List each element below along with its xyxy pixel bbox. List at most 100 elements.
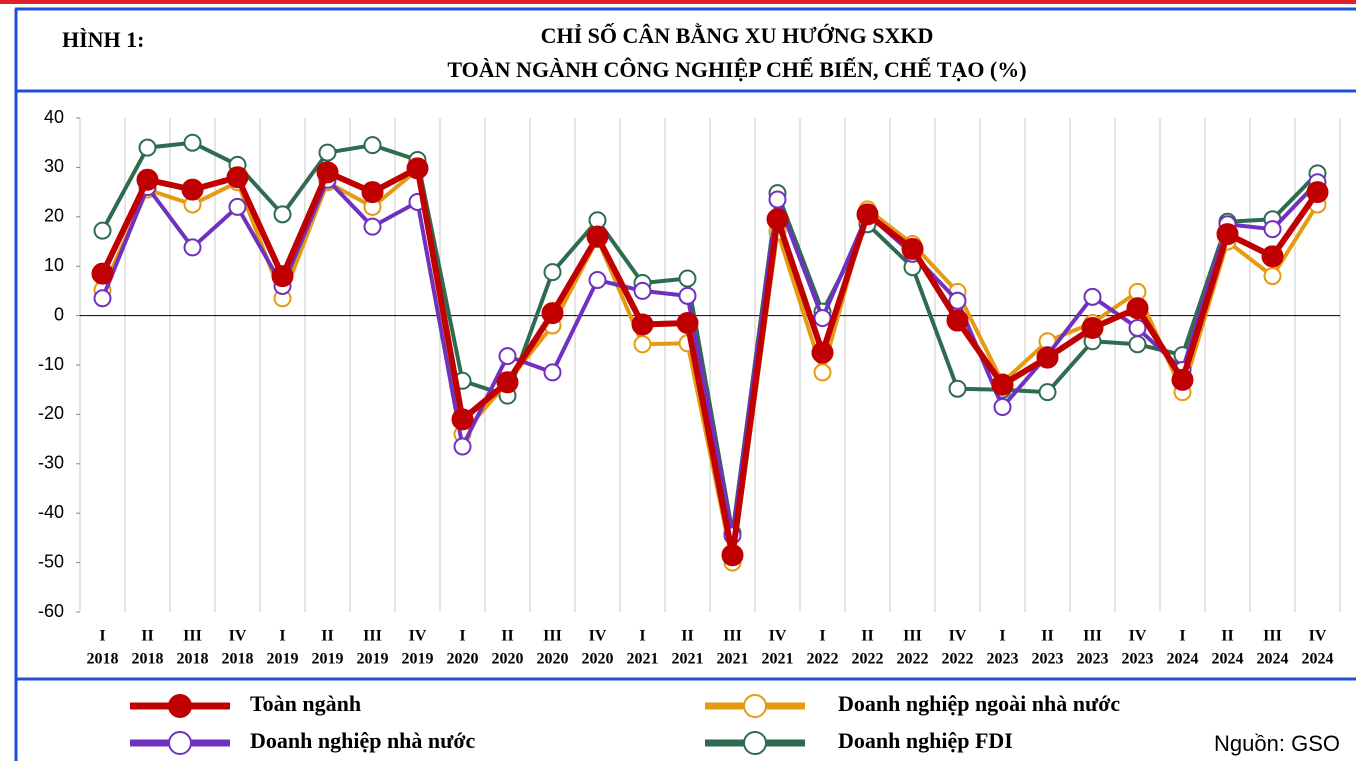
point (363, 136, 382, 155)
x-tick-label: III (903, 628, 922, 645)
point (721, 544, 744, 567)
point (136, 168, 159, 191)
point (181, 178, 204, 201)
series-line (100, 177, 1319, 538)
y-tick-label: 10 (44, 255, 64, 275)
point (183, 238, 202, 257)
x-tick-label: 2023 (1032, 651, 1064, 668)
point (183, 133, 202, 152)
point (1306, 181, 1329, 204)
x-tick-label: II (1041, 628, 1053, 645)
x-tick-label: 2021 (717, 651, 749, 668)
point (768, 190, 787, 209)
x-tick-label: 2020 (492, 651, 524, 668)
x-tick-label: 2022 (807, 651, 839, 668)
x-tick-label: I (459, 628, 465, 645)
point (946, 309, 969, 332)
legend-marker (168, 731, 192, 755)
point (813, 309, 832, 328)
point (496, 371, 519, 394)
point (1038, 383, 1057, 402)
x-tick-label: IV (409, 628, 427, 645)
x-tick-label: 2023 (987, 651, 1019, 668)
y-tick-label: 30 (44, 156, 64, 176)
point (273, 205, 292, 224)
chart-subtitle: TOÀN NGÀNH CÔNG NGHIỆP CHẾ BIẾN, CHẾ TẠO… (447, 57, 1026, 82)
point (811, 341, 834, 364)
point (948, 379, 967, 398)
point (543, 363, 562, 382)
point (588, 271, 607, 290)
figure-label: HÌNH 1: (62, 27, 145, 52)
point (1128, 318, 1147, 337)
y-tick-label: -30 (38, 453, 64, 473)
point (453, 437, 472, 456)
point (1083, 287, 1102, 306)
point (1126, 297, 1149, 320)
point (856, 203, 879, 226)
point (1261, 245, 1284, 268)
point (993, 397, 1012, 416)
x-tick-label: I (639, 628, 645, 645)
y-tick-label: -40 (38, 502, 64, 522)
point (901, 237, 924, 260)
point (1263, 267, 1282, 286)
point (543, 263, 562, 282)
x-tick-label: II (321, 628, 333, 645)
legend-label: Doanh nghiệp nhà nước (250, 728, 476, 753)
x-tick-label: 2019 (312, 651, 344, 668)
point (1036, 346, 1059, 369)
point (406, 157, 429, 180)
y-tick-label: -10 (38, 354, 64, 374)
point (1171, 368, 1194, 391)
point (226, 166, 249, 189)
x-tick-label: 2018 (87, 651, 119, 668)
x-tick-label: II (501, 628, 513, 645)
x-tick-label: 2019 (267, 651, 299, 668)
x-tick-label: 2022 (852, 651, 884, 668)
x-tick-label: IV (949, 628, 967, 645)
x-tick-label: IV (769, 628, 787, 645)
x-tick-label: III (543, 628, 562, 645)
chart-title: CHỈ SỐ CÂN BẰNG XU HƯỚNG SXKD (541, 23, 934, 48)
point (498, 347, 517, 366)
x-tick-label: II (681, 628, 693, 645)
x-tick-label: 2020 (582, 651, 614, 668)
x-tick-label: III (723, 628, 742, 645)
x-tick-label: 2024 (1212, 651, 1244, 668)
y-tick-label: 0 (54, 304, 64, 324)
x-tick-label: 2018 (222, 651, 254, 668)
x-tick-label: 2023 (1122, 651, 1154, 668)
y-tick-label: -60 (38, 601, 64, 621)
x-tick-label: III (1263, 628, 1282, 645)
point (766, 208, 789, 231)
point (678, 269, 697, 288)
x-tick-label: 2021 (762, 651, 794, 668)
y-tick-label: 20 (44, 206, 64, 226)
point (1263, 220, 1282, 239)
legend-marker (743, 731, 767, 755)
y-tick-label: 40 (44, 107, 64, 127)
x-tick-label: 2023 (1077, 651, 1109, 668)
x-tick-label: I (819, 628, 825, 645)
point (361, 181, 384, 204)
x-tick-label: 2019 (402, 651, 434, 668)
point (633, 335, 652, 354)
x-tick-label: I (999, 628, 1005, 645)
x-tick-label: I (1179, 628, 1185, 645)
point (678, 286, 697, 305)
legend-label: Doanh nghiệp FDI (838, 728, 1013, 753)
x-tick-label: 2024 (1167, 651, 1199, 668)
x-tick-label: III (183, 628, 202, 645)
point (586, 225, 609, 248)
x-tick-label: 2018 (132, 651, 164, 668)
point (91, 262, 114, 285)
point (363, 217, 382, 236)
x-tick-label: 2022 (942, 651, 974, 668)
source: Nguồn: GSO (1214, 731, 1340, 756)
x-tick-label: 2024 (1257, 651, 1289, 668)
x-tick-label: III (1083, 628, 1102, 645)
point (948, 291, 967, 310)
point (541, 302, 564, 325)
